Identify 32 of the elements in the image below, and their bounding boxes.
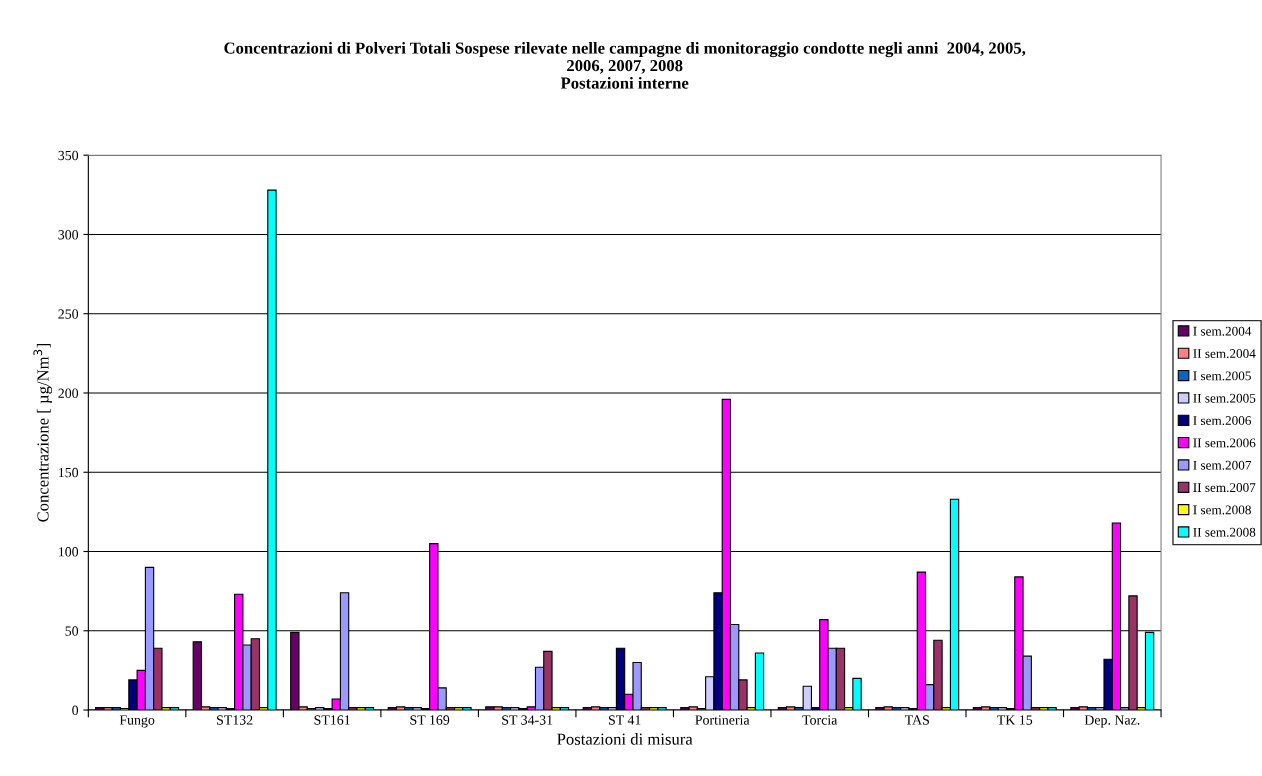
x-tick-label: Portineria (695, 715, 750, 725)
legend-label: I sem.2007 (1193, 460, 1252, 470)
chart-title: Concentrazioni di Polveri Totali Sospese rilevate nelle campagne di monitoraggio condotte negli anni 2004, 2005, 2006, 2007, 2008 Postazioni interne (224, 41, 1026, 89)
x-tick-label: Torcia (802, 715, 838, 725)
y-tick-label: 50 (65, 626, 79, 636)
x-tick-label: ST132 (217, 715, 253, 725)
x-tick-label: Dep. Naz. (1084, 715, 1140, 728)
legend-label: II sem.2006 (1193, 438, 1256, 448)
x-tick-label: ST 34-31 (502, 715, 553, 725)
legend-label: II sem.2007 (1193, 483, 1256, 493)
y-tick-label: 150 (59, 467, 79, 478)
x-axis-title: Postazioni di misura (557, 733, 693, 745)
legend-label: I sem.2006 (1193, 416, 1252, 426)
y-tick-label: 250 (58, 309, 79, 319)
y-tick-label: 300 (58, 230, 79, 240)
x-tick-label: ST161 (314, 715, 350, 725)
x-tick-label: Fungo (119, 715, 155, 728)
legend-label: I sem.2004 (1193, 326, 1252, 336)
legend-label: I sem.2005 (1193, 371, 1251, 381)
x-tick-label: TK 15 (997, 715, 1033, 725)
y-tick-label: 350 (58, 150, 79, 161)
y-axis-title: Concentrazione [ µg/Nm$^{3}$] (33, 344, 53, 522)
y-tick-label: 200 (58, 388, 79, 398)
legend-label: II sem.2008 (1193, 527, 1256, 537)
legend-label: I sem.2008 (1193, 505, 1251, 515)
legend-label: II sem.2004 (1193, 349, 1256, 359)
y-tick-label: 0 (72, 705, 79, 715)
x-tick-label: TAS (904, 715, 929, 725)
legend-label: II sem.2005 (1193, 393, 1256, 403)
x-tick-label: ST 169 (410, 715, 450, 725)
y-tick-label: 100 (59, 547, 79, 557)
x-tick-label: ST 41 (608, 715, 641, 725)
